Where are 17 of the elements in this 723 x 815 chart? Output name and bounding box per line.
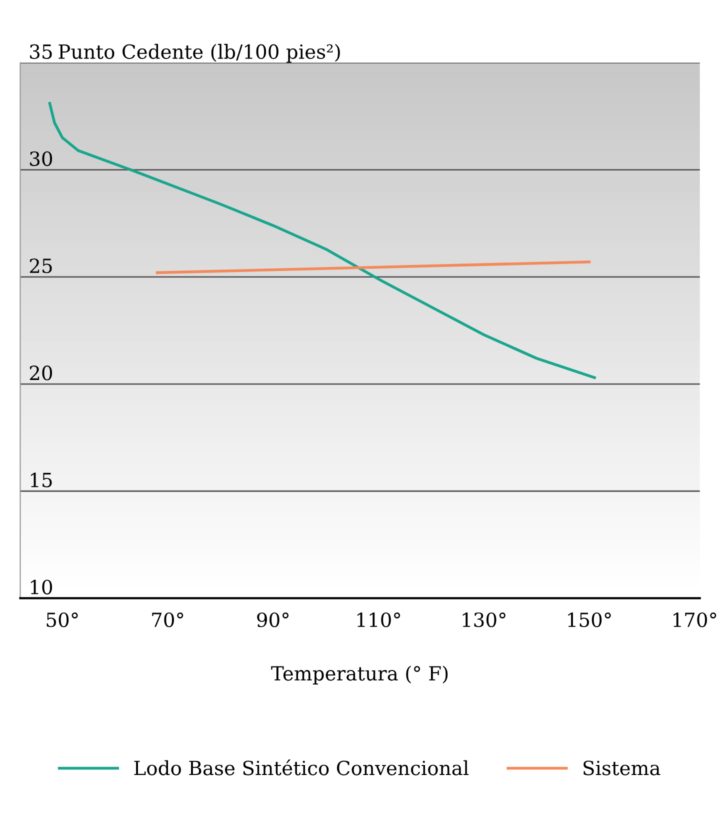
x-axis-title: Temperatura (° F) [271,666,448,684]
y-tick-label: 10 [30,580,52,594]
y-axis-title: Punto Cedente (lb/100 pies²) [58,44,340,63]
legend-label: Lodo Base Sintético Convencional [134,760,469,776]
x-tick-label: 170° [674,612,716,628]
legend-label: Sistema [584,760,660,776]
x-tick-label: 130° [462,612,506,628]
y-tick-label: 35 [30,44,52,59]
x-tick-label: 150° [568,612,611,628]
y-tick-label: 25 [30,258,52,274]
y-tick-label: 20 [30,366,52,380]
x-tick-label: 90° [257,612,289,628]
x-tick-label: 50° [46,612,78,628]
y-tick-label: 30 [30,151,52,166]
x-tick-label: 70° [152,612,184,628]
y-tick-label: 15 [30,472,52,488]
x-tick-label: 110° [357,612,400,628]
